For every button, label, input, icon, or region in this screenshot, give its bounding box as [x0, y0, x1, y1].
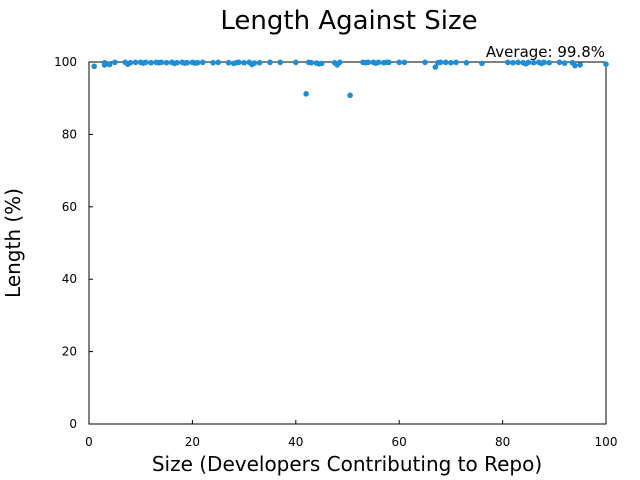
x-tick-label: 60 [392, 435, 407, 449]
data-point [401, 59, 408, 66]
data-point [241, 59, 247, 66]
data-point [174, 59, 180, 66]
data-point [422, 59, 428, 66]
data-point [386, 59, 392, 66]
data-point [184, 59, 191, 66]
y-tick-label: 80 [62, 127, 77, 141]
data-point [277, 59, 284, 66]
data-point [336, 59, 343, 66]
data-point [256, 59, 263, 66]
data-point [463, 59, 470, 66]
y-axis: 0 20 40 60 80 100 [54, 55, 93, 431]
data-point [541, 59, 547, 66]
data-point [437, 59, 444, 66]
data-point [572, 62, 578, 69]
y-tick-label: 100 [54, 55, 77, 69]
data-point [308, 59, 315, 66]
chart-title: Length Against Size [220, 6, 477, 36]
data-point [530, 59, 537, 66]
data-point [158, 59, 165, 66]
y-tick-label: 20 [62, 345, 77, 359]
data-point [365, 59, 371, 66]
x-tick-label: 40 [288, 435, 303, 449]
data-point [106, 61, 113, 68]
data-point [210, 59, 216, 66]
y-tick-label: 0 [69, 417, 77, 431]
data-point [546, 59, 552, 66]
data-point [432, 64, 439, 70]
x-tick-label: 20 [185, 435, 200, 449]
data-point [91, 63, 97, 70]
data-point [396, 59, 403, 66]
x-tick-label: 100 [595, 435, 618, 449]
y-axis-label: Length (%) [1, 188, 25, 298]
x-axis: 0 20 40 60 80 100 [85, 420, 617, 449]
data-point [375, 59, 382, 66]
data-points [91, 59, 609, 99]
data-point [577, 62, 583, 68]
data-point [510, 59, 516, 66]
data-point [453, 59, 459, 66]
data-point [442, 59, 449, 66]
data-point [561, 60, 568, 66]
data-point [525, 59, 532, 66]
data-point [251, 60, 258, 66]
x-tick-label: 0 [85, 435, 93, 449]
data-point [504, 59, 511, 66]
average-annotation: Average: 99.8% [486, 43, 605, 61]
x-tick-label: 80 [495, 435, 510, 449]
data-point [479, 60, 485, 67]
x-axis-label: Size (Developers Contributing to Repo) [152, 452, 542, 476]
data-point [163, 59, 170, 66]
data-point [127, 59, 134, 66]
data-point [347, 92, 353, 99]
data-point [194, 59, 201, 66]
data-point [448, 59, 454, 66]
data-point [132, 59, 139, 66]
plot-area [88, 61, 607, 425]
data-point [603, 61, 609, 67]
data-point [225, 59, 232, 66]
data-point [112, 59, 118, 66]
data-point [143, 59, 149, 66]
data-point [199, 59, 206, 66]
data-point [556, 59, 563, 66]
data-point [318, 60, 325, 67]
data-point [215, 59, 222, 66]
y-tick-label: 60 [62, 200, 77, 214]
data-point [515, 59, 521, 66]
data-point [236, 59, 242, 66]
y-tick-label: 40 [62, 272, 77, 286]
data-point [293, 59, 299, 66]
data-point [148, 59, 154, 66]
data-point [267, 59, 273, 66]
data-point [303, 91, 309, 97]
